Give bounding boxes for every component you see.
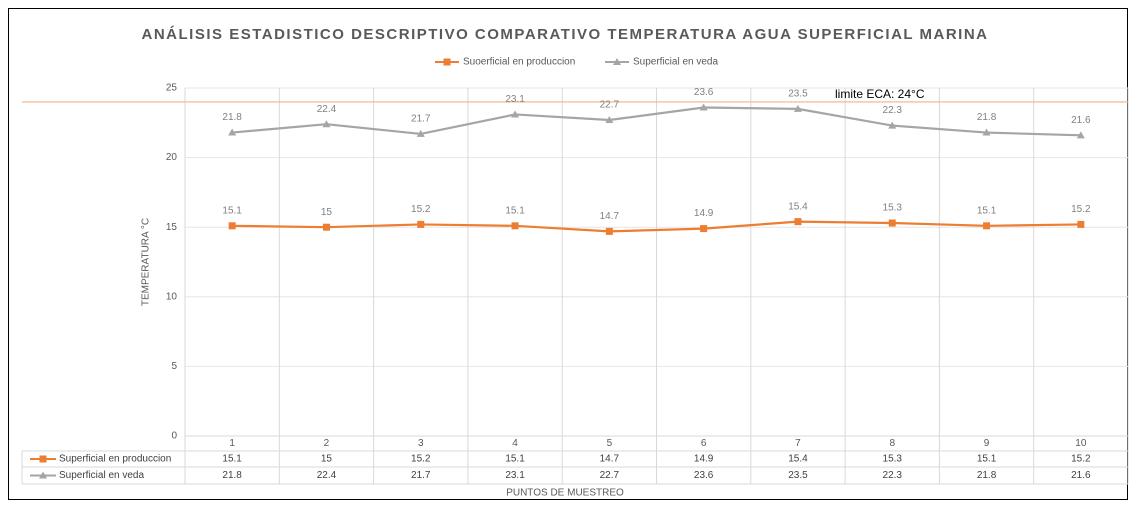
table-cell: 21.7	[411, 470, 431, 481]
y-tick-label: 5	[171, 361, 177, 372]
y-tick-label: 25	[166, 83, 178, 94]
series-line	[232, 106, 1081, 137]
data-label: 14.9	[694, 208, 714, 219]
legend-label: Suoerficial en produccion	[463, 57, 575, 68]
data-label: 22.7	[600, 100, 620, 111]
chart-title: ANÁLISIS ESTADISTICO DESCRIPTIVO COMPARA…	[142, 26, 989, 43]
data-label: 15.2	[1071, 204, 1091, 215]
point	[416, 129, 425, 137]
data-label: 15.4	[788, 201, 808, 212]
table-cell: 15.1	[977, 454, 997, 465]
y-tick-label: 15	[166, 222, 178, 233]
point	[322, 120, 331, 128]
table-cell: 22.4	[317, 470, 337, 481]
table-cell: 15.1	[505, 454, 525, 465]
table-row-label: Superficial en veda	[59, 470, 144, 481]
y-axis-label: TEMPERATURA °C	[141, 218, 152, 306]
data-label: 21.6	[1071, 115, 1091, 126]
series-line	[232, 220, 1081, 233]
data-label: 21.7	[411, 114, 431, 125]
x-tick-label: 8	[889, 438, 895, 449]
point	[794, 218, 802, 226]
x-tick-label: 5	[607, 438, 613, 449]
point	[613, 58, 621, 65]
table-cell: 23.5	[788, 470, 808, 481]
x-tick-label: 1	[229, 438, 235, 449]
data-label: 15.3	[883, 203, 903, 214]
data-label: 15	[321, 207, 333, 218]
data-label: 21.8	[222, 112, 242, 123]
table-cell: 23.6	[694, 470, 714, 481]
point	[605, 227, 613, 235]
y-tick-label: 10	[166, 291, 178, 302]
x-tick-label: 3	[418, 438, 424, 449]
point	[228, 222, 236, 230]
data-label: 22.3	[883, 105, 903, 116]
x-tick-label: 7	[795, 438, 801, 449]
data-label: 21.8	[977, 112, 997, 123]
data-label: 15.1	[977, 205, 997, 216]
table-cell: 15.2	[411, 454, 431, 465]
annotation: limite ECA: 24°C	[835, 87, 925, 101]
point	[511, 110, 520, 118]
point	[605, 116, 614, 124]
point	[983, 222, 991, 230]
table-cell: 14.7	[600, 454, 620, 465]
point	[39, 471, 47, 479]
data-label: 15.1	[222, 205, 242, 216]
point	[417, 220, 425, 228]
data-label: 23.1	[505, 94, 525, 105]
table-cell: 14.9	[694, 454, 714, 465]
data-label: 15.1	[505, 205, 525, 216]
table-cell: 22.3	[883, 470, 903, 481]
data-label: 14.7	[600, 211, 620, 222]
table-cell: 15.4	[788, 454, 808, 465]
chart-frame	[8, 8, 1128, 500]
point	[700, 225, 708, 233]
data-label: 15.2	[411, 204, 431, 215]
x-tick-label: 6	[701, 438, 707, 449]
point	[228, 128, 237, 136]
table-cell: 23.1	[505, 470, 525, 481]
point	[322, 223, 330, 231]
table-cell: 21.8	[222, 470, 242, 481]
point	[39, 455, 47, 463]
point	[1077, 220, 1085, 228]
point	[793, 104, 802, 112]
point	[443, 58, 451, 66]
table-cell: 15	[321, 454, 333, 465]
legend-label: Superficial en veda	[633, 57, 718, 68]
table-cell: 21.8	[977, 470, 997, 481]
table-cell: 15.3	[883, 454, 903, 465]
point	[888, 121, 897, 129]
x-tick-label: 2	[324, 438, 330, 449]
y-tick-label: 0	[171, 431, 177, 442]
table-cell: 22.7	[600, 470, 620, 481]
data-label: 23.5	[788, 89, 808, 100]
data-label: 22.4	[317, 104, 337, 115]
table-cell: 15.1	[222, 454, 242, 465]
x-tick-label: 10	[1075, 438, 1087, 449]
table-cell: 21.6	[1071, 470, 1091, 481]
x-axis-label: PUNTOS DE MUESTREO	[506, 488, 624, 499]
point	[888, 219, 896, 227]
data-label: 23.6	[694, 87, 714, 98]
point	[1076, 131, 1085, 139]
point	[511, 222, 519, 230]
y-tick-label: 20	[166, 152, 178, 163]
point	[982, 128, 991, 136]
table-row-label: Superficial en produccion	[59, 454, 171, 465]
x-tick-label: 4	[512, 438, 518, 449]
point	[699, 103, 708, 111]
table-cell: 15.2	[1071, 454, 1091, 465]
x-tick-label: 9	[984, 438, 990, 449]
